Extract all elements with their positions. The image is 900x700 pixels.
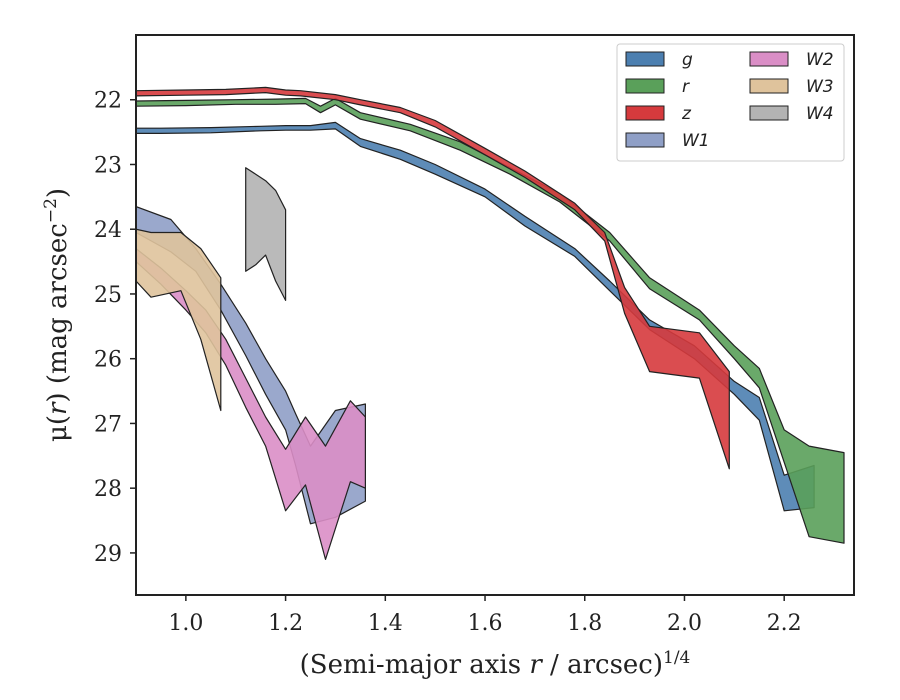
x-tick-label: 2.2	[767, 611, 802, 636]
legend-label-w3: W3	[806, 77, 834, 97]
legend-swatch-w2	[749, 51, 789, 67]
legend-swatch-r	[625, 78, 665, 94]
y-tick-label: 23	[94, 153, 122, 178]
band-w4	[245, 167, 287, 301]
y-tick-label: 29	[94, 542, 122, 567]
y-tick-label: 22	[94, 89, 122, 114]
plot-frame	[135, 34, 855, 596]
legend-swatch-g	[625, 51, 665, 67]
legend-swatch-z	[625, 105, 665, 121]
y-tick-label: 27	[94, 412, 122, 437]
y-tick-label: 28	[94, 477, 122, 502]
x-axis-label: (Semi-major axis r / arcsec)1/4	[300, 648, 691, 680]
data-bands	[136, 86, 845, 561]
band-z	[136, 86, 730, 470]
band-r	[136, 97, 845, 544]
legend-swatch-w3	[749, 78, 789, 94]
band-w2	[136, 248, 366, 561]
legend-label-z: z	[681, 104, 692, 124]
y-axis-label: μ(r) (mag arcsec−2)	[41, 188, 73, 442]
x-tick-label: 1.8	[567, 611, 602, 636]
legend-label-w2: W2	[806, 50, 834, 70]
x-tick-label: 1.4	[368, 611, 403, 636]
x-axis: 1.0 1.2 1.4 1.6 1.8 2.0 2.2	[168, 595, 802, 636]
legend-swatch-w1	[625, 132, 665, 148]
legend-label-g: g	[682, 50, 693, 70]
y-tick-label: 24	[94, 218, 122, 243]
x-tick-label: 1.6	[468, 611, 503, 636]
x-tick-label: 1.2	[268, 611, 303, 636]
x-tick-label: 2.0	[667, 611, 702, 636]
legend-label-r: r	[682, 77, 690, 97]
legend-label-w4: W4	[806, 104, 834, 124]
legend-swatch-w4	[749, 105, 789, 121]
legend-box	[616, 43, 845, 162]
y-tick-label: 26	[94, 348, 122, 373]
band-w3	[136, 228, 222, 412]
y-tick-label: 25	[94, 283, 122, 308]
legend-label-w1: W1	[682, 131, 710, 151]
x-tick-label: 1.0	[168, 611, 203, 636]
legend: grz W1 W2 W3 W4	[616, 43, 845, 162]
y-axis: 22 23 24 25 26 27 28 29	[94, 89, 136, 567]
